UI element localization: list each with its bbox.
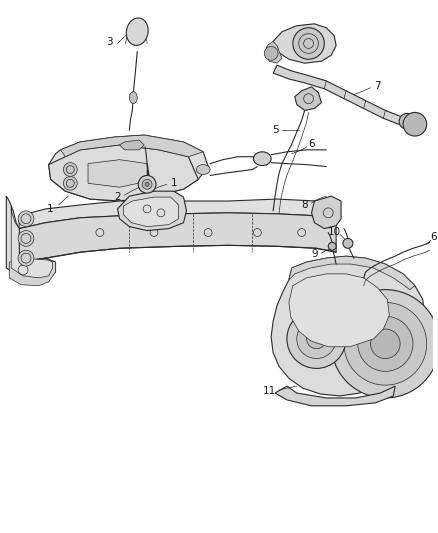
Polygon shape	[295, 87, 321, 110]
Circle shape	[64, 176, 77, 190]
Polygon shape	[311, 196, 341, 229]
Polygon shape	[88, 160, 147, 187]
Text: 3: 3	[106, 37, 113, 46]
Circle shape	[328, 243, 336, 251]
Circle shape	[264, 46, 278, 60]
Polygon shape	[289, 256, 415, 289]
Ellipse shape	[196, 165, 210, 174]
Text: 1: 1	[170, 179, 177, 188]
Circle shape	[399, 114, 415, 129]
Polygon shape	[275, 386, 395, 406]
Polygon shape	[265, 42, 282, 63]
Circle shape	[331, 289, 438, 398]
Text: 1: 1	[47, 204, 54, 214]
Text: 6: 6	[308, 139, 315, 149]
Polygon shape	[289, 274, 389, 347]
Circle shape	[297, 319, 336, 359]
Polygon shape	[271, 256, 425, 396]
Text: 10: 10	[328, 227, 341, 237]
Circle shape	[358, 316, 413, 372]
Text: 9: 9	[311, 249, 318, 259]
Polygon shape	[19, 199, 336, 229]
Polygon shape	[117, 191, 187, 231]
Polygon shape	[124, 197, 179, 227]
Text: 11: 11	[262, 386, 276, 396]
Circle shape	[18, 211, 34, 227]
Text: 2: 2	[114, 192, 121, 202]
Ellipse shape	[126, 18, 148, 45]
Circle shape	[138, 175, 156, 193]
Polygon shape	[6, 196, 56, 282]
Ellipse shape	[254, 152, 271, 166]
Circle shape	[293, 28, 324, 59]
Polygon shape	[49, 135, 208, 201]
Circle shape	[287, 309, 346, 368]
Polygon shape	[60, 135, 203, 157]
Polygon shape	[273, 24, 336, 63]
Ellipse shape	[129, 92, 137, 103]
Circle shape	[371, 329, 400, 359]
Polygon shape	[19, 213, 336, 262]
Polygon shape	[273, 65, 403, 125]
Circle shape	[64, 163, 77, 176]
Circle shape	[307, 329, 326, 349]
Polygon shape	[11, 206, 53, 278]
Circle shape	[344, 302, 427, 385]
Circle shape	[403, 112, 427, 136]
Polygon shape	[9, 260, 56, 286]
Circle shape	[343, 238, 353, 248]
Circle shape	[18, 231, 34, 246]
Polygon shape	[120, 140, 144, 150]
Circle shape	[142, 180, 152, 189]
Polygon shape	[49, 145, 198, 201]
Text: 5: 5	[272, 125, 279, 135]
Circle shape	[18, 251, 34, 266]
Text: 8: 8	[301, 200, 308, 210]
Text: 6: 6	[431, 232, 437, 243]
Text: 7: 7	[374, 81, 381, 91]
Circle shape	[145, 182, 149, 186]
